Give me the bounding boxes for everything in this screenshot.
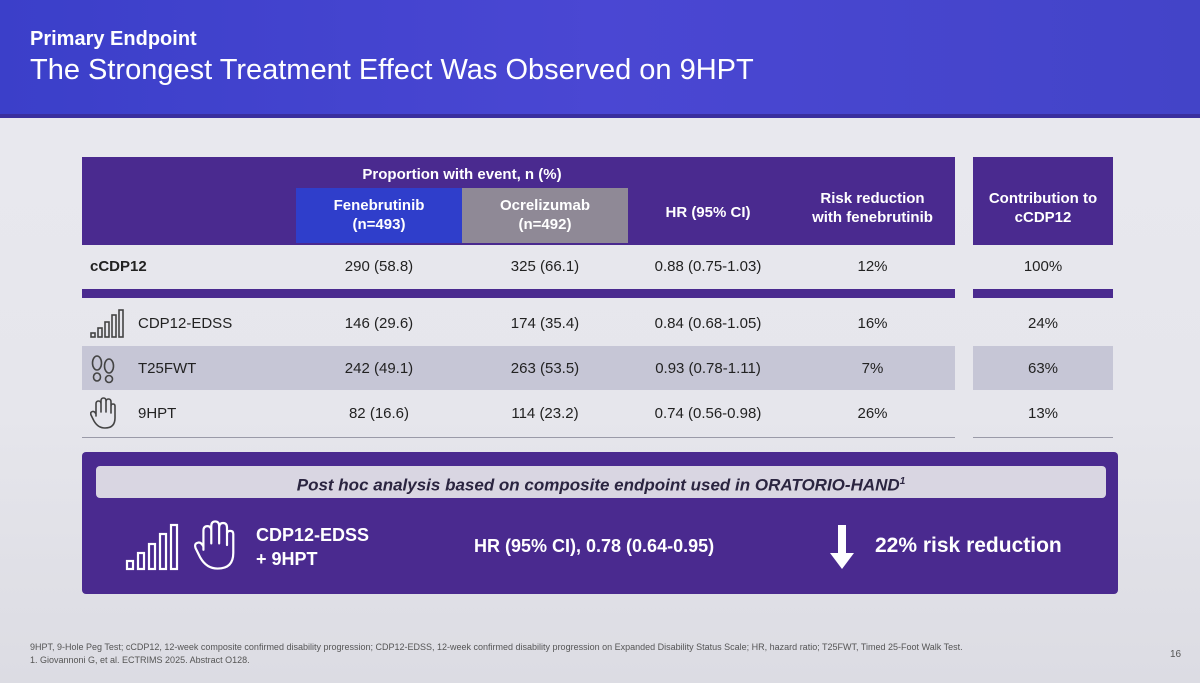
posthoc-hr: HR (95% CI), 0.78 (0.64-0.95) xyxy=(474,536,715,556)
ccdp12-risk: 12% xyxy=(857,258,888,275)
posthoc-banner: Post hoc analysis based on composite end… xyxy=(96,466,1106,498)
posthoc-endpoint-line2: + 9HPT xyxy=(256,549,318,569)
t25fwt-risk: 7% xyxy=(861,360,884,377)
posthoc-banner-text: Post hoc analysis based on composite end… xyxy=(296,475,900,495)
contrib-header-line2: cCDP12 xyxy=(1014,209,1072,226)
contribution-header: Contribution to cCDP12 xyxy=(973,189,1113,227)
footnote-abbreviations: 9HPT, 9-Hole Peg Test; cCDP12, 12-week c… xyxy=(30,642,963,652)
footnotes: 9HPT, 9-Hole Peg Test; cCDP12, 12-week c… xyxy=(30,641,1130,667)
edss-hr: 0.84 (0.68-1.05) xyxy=(654,315,762,332)
ocrelizumab-header: Ocrelizumab (n=492) xyxy=(462,196,628,234)
hand-icon xyxy=(90,397,116,429)
posthoc-endpoint-line1: CDP12-EDSS xyxy=(256,525,370,545)
bar-chart-icon xyxy=(125,523,179,571)
9hpt-risk: 26% xyxy=(857,405,888,422)
hand-icon xyxy=(194,520,235,570)
t25fwt-contrib: 63% xyxy=(1027,360,1059,377)
edss-risk: 16% xyxy=(857,315,888,332)
t25fwt-ocre: 263 (53.5) xyxy=(510,360,580,377)
row-highlight xyxy=(82,346,955,390)
fenebrutinib-name: Fenebrutinib xyxy=(333,197,425,214)
edss-ocre: 174 (35.4) xyxy=(510,315,580,332)
edss-fene: 146 (29.6) xyxy=(344,315,414,332)
edss-contrib: 24% xyxy=(1027,315,1059,332)
9hpt-contrib: 13% xyxy=(1027,405,1059,422)
hr-header: HR (95% CI) xyxy=(665,204,751,221)
arrow-down-icon xyxy=(830,525,854,569)
header-bar: Primary Endpoint The Strongest Treatment… xyxy=(0,0,1200,118)
fenebrutinib-n: (n=493) xyxy=(352,216,406,233)
contribution-header-band xyxy=(973,157,1113,245)
table-bottom-rule xyxy=(82,437,955,438)
group-header: Proportion with event, n (%) xyxy=(362,166,562,183)
footprints-icon xyxy=(91,355,115,384)
bar-chart-icon xyxy=(90,309,124,338)
footnote-reference: 1. Giovannoni G, et al. ECTRIMS 2025. Ab… xyxy=(30,655,250,665)
9hpt-ocre: 114 (23.2) xyxy=(511,405,579,422)
ocrelizumab-n: (n=492) xyxy=(518,216,572,233)
page-number: 16 xyxy=(1170,649,1182,660)
posthoc-endpoint: CDP12-EDSS + 9HPT xyxy=(256,523,369,571)
risk-header-line1: Risk reduction xyxy=(820,190,925,207)
risk-header-line2: with fenebrutinib xyxy=(812,209,933,226)
ccdp12-hr: 0.88 (0.75-1.03) xyxy=(654,258,762,275)
fenebrutinib-header: Fenebrutinib (n=493) xyxy=(296,196,462,234)
contrib-header-line1: Contribution to xyxy=(988,190,1098,207)
ccdp12-fene: 290 (58.8) xyxy=(344,258,414,275)
section-kicker: Primary Endpoint xyxy=(30,28,197,50)
posthoc-risk-reduction: 22% risk reduction xyxy=(875,534,1062,557)
row-label-t25fwt: T25FWT xyxy=(138,360,197,377)
row-label-ccdp12: cCDP12 xyxy=(90,258,147,275)
fenebrutinib-header-cell xyxy=(296,188,462,243)
table-divider xyxy=(82,289,955,298)
ccdp12-contrib: 100% xyxy=(1023,258,1063,275)
ccdp12-ocre: 325 (66.1) xyxy=(510,258,580,275)
t25fwt-fene: 242 (49.1) xyxy=(344,360,414,377)
risk-reduction-header: Risk reduction with fenebrutinib xyxy=(790,189,955,227)
9hpt-hr: 0.74 (0.56-0.98) xyxy=(654,405,762,422)
t25fwt-hr: 0.93 (0.78-1.11) xyxy=(655,360,761,377)
table-divider-right xyxy=(973,289,1113,298)
table-bottom-rule-right xyxy=(973,437,1113,438)
ocrelizumab-name: Ocrelizumab xyxy=(499,197,591,214)
9hpt-fene: 82 (16.6) xyxy=(348,405,410,422)
row-label-cdp12-edss: CDP12-EDSS xyxy=(138,315,233,332)
posthoc-banner-sup: 1 xyxy=(899,476,906,487)
ocrelizumab-header-cell xyxy=(462,188,628,243)
row-highlight-right xyxy=(973,346,1113,390)
row-label-9hpt: 9HPT xyxy=(138,405,177,422)
slide-title: The Strongest Treatment Effect Was Obser… xyxy=(30,54,754,86)
